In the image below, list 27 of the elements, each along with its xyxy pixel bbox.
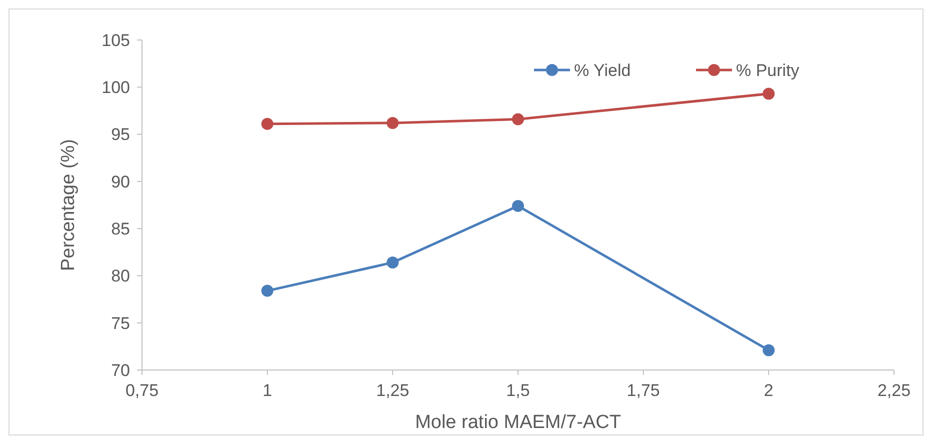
point: [261, 284, 274, 297]
x-tick-label: 0,75: [125, 381, 159, 400]
legend-label: % Purity: [736, 60, 800, 80]
y-tick-label: 90: [111, 172, 130, 192]
x-tick-label: 1: [262, 381, 272, 400]
y-tick-label: 85: [111, 220, 130, 239]
x-tick-label: 2,25: [877, 381, 911, 400]
point: [386, 116, 399, 129]
x-tick-label: 1,5: [506, 381, 530, 400]
y-tick-label: 105: [102, 30, 130, 50]
x-tick-label: 2: [764, 381, 774, 400]
legend-label: % Yield: [574, 60, 631, 80]
point: [512, 200, 524, 212]
point: [762, 88, 775, 100]
point: [261, 118, 274, 130]
y-tick-label: 70: [111, 360, 130, 380]
point: [386, 256, 399, 269]
y-tick-label: 80: [111, 266, 130, 286]
point: [762, 344, 775, 356]
x-tick-label: 1,25: [376, 381, 410, 400]
y-tick-label: 75: [111, 314, 130, 333]
y-tick-label: 100: [102, 78, 130, 98]
point: [512, 113, 524, 126]
x-tick-label: 1,75: [626, 381, 660, 400]
y-tick-label: 95: [111, 125, 130, 144]
y-axis-title: Percentage (%): [58, 138, 79, 272]
x-axis-title: Mole ratio MAEM/7-ACT: [415, 412, 622, 433]
